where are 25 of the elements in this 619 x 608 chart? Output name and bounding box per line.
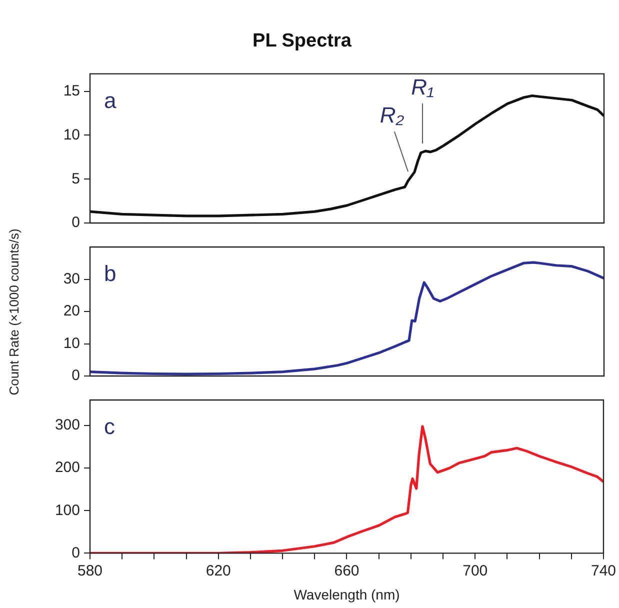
y-tick-label: 0 xyxy=(72,214,80,232)
y-tick-label: 300 xyxy=(54,416,80,434)
chart-title: PL Spectra xyxy=(252,30,352,52)
x-axis-title: Wavelength (nm) xyxy=(294,586,400,602)
annotation: R₁ xyxy=(411,74,434,100)
x-tick-label: 580 xyxy=(77,562,103,580)
y-tick-label: 20 xyxy=(63,302,80,320)
annotation: a xyxy=(104,88,117,113)
annotation: R₂ xyxy=(380,102,405,128)
x-tick-label: 740 xyxy=(590,562,616,580)
x-tick-label: 620 xyxy=(206,562,231,580)
y-tick-label: 0 xyxy=(72,367,80,384)
x-tick-label: 660 xyxy=(334,562,360,580)
y-tick-label: 10 xyxy=(63,126,80,144)
y-tick-label: 30 xyxy=(63,270,80,288)
y-tick-label: 100 xyxy=(54,502,80,519)
y-tick-label: 10 xyxy=(63,334,80,352)
y-tick-label: 15 xyxy=(63,82,80,100)
y-tick-label: 0 xyxy=(72,544,80,562)
y-tick-label: 200 xyxy=(54,459,80,476)
annotation: c xyxy=(104,414,115,440)
y-axis-title: Count Rate (×1000 counts/s) xyxy=(6,228,22,395)
y-tick-label: 5 xyxy=(72,170,80,188)
x-tick-label: 700 xyxy=(462,562,488,580)
annotation: b xyxy=(104,261,116,286)
